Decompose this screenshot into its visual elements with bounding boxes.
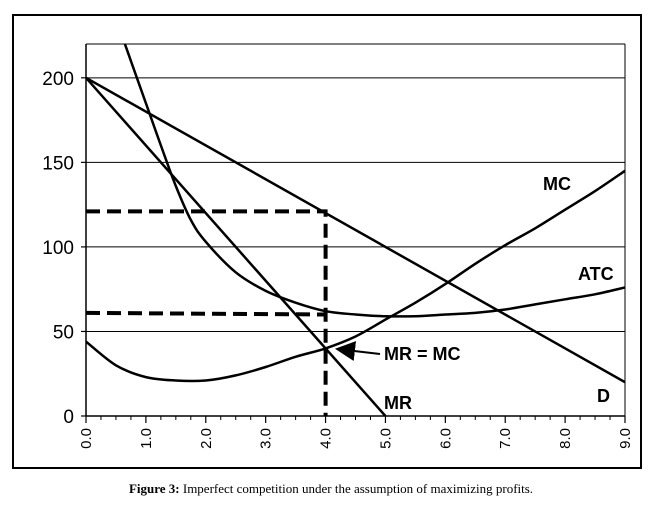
y-tick-label: 0 (63, 407, 74, 428)
gridlines (86, 77, 625, 332)
x-tick-label: 9.0 (617, 428, 634, 449)
y-tick-label: 150 (42, 153, 74, 174)
series-atc (123, 44, 625, 318)
figure-caption: Figure 3: Imperfect competition under th… (0, 481, 662, 497)
x-tick-label: 2.0 (198, 428, 215, 449)
x-tick-label: 6.0 (437, 428, 454, 449)
x-tick-label: 4.0 (318, 428, 335, 449)
y-tick-label: 200 (42, 69, 74, 90)
mr-label: MR (384, 393, 412, 413)
y-tick-label: 50 (53, 322, 74, 343)
caption-text: Imperfect competition under the assumpti… (182, 481, 534, 496)
x-tick-label: 1.0 (138, 428, 155, 449)
reference-lines (86, 209, 328, 416)
series-curves (86, 44, 625, 416)
x-tick-label: 5.0 (377, 428, 394, 449)
d-label: D (597, 386, 610, 406)
mc-label: MC (543, 174, 571, 194)
annotation-arrow (335, 341, 381, 362)
y-tick-label: 100 (42, 238, 74, 259)
caption-label: Figure 3: (128, 481, 180, 496)
price-line (86, 209, 328, 416)
x-tick-label: 8.0 (557, 428, 574, 449)
series-d (86, 76, 625, 384)
series-mc (86, 169, 625, 383)
tick-labels: 0 50 100 150 200 0.0 1.0 2.0 3.0 4.0 5.0 6.0 7.0 8.0 9… (42, 69, 634, 449)
axes (81, 43, 626, 423)
mr-equals-mc-annotation: MR = MC (384, 344, 461, 364)
cost-line (86, 310, 326, 317)
x-tick-label: 0.0 (78, 428, 95, 449)
atc-label: ATC (578, 264, 614, 284)
curve-labels: MC ATC D MR MR = MC (335, 174, 614, 413)
x-tick-label: 3.0 (258, 428, 275, 449)
x-tick-label: 7.0 (497, 428, 514, 449)
chart: 0 50 100 150 200 0.0 1.0 2.0 3.0 4.0 5.0 6.0 7.0 8.0 9… (42, 43, 634, 449)
